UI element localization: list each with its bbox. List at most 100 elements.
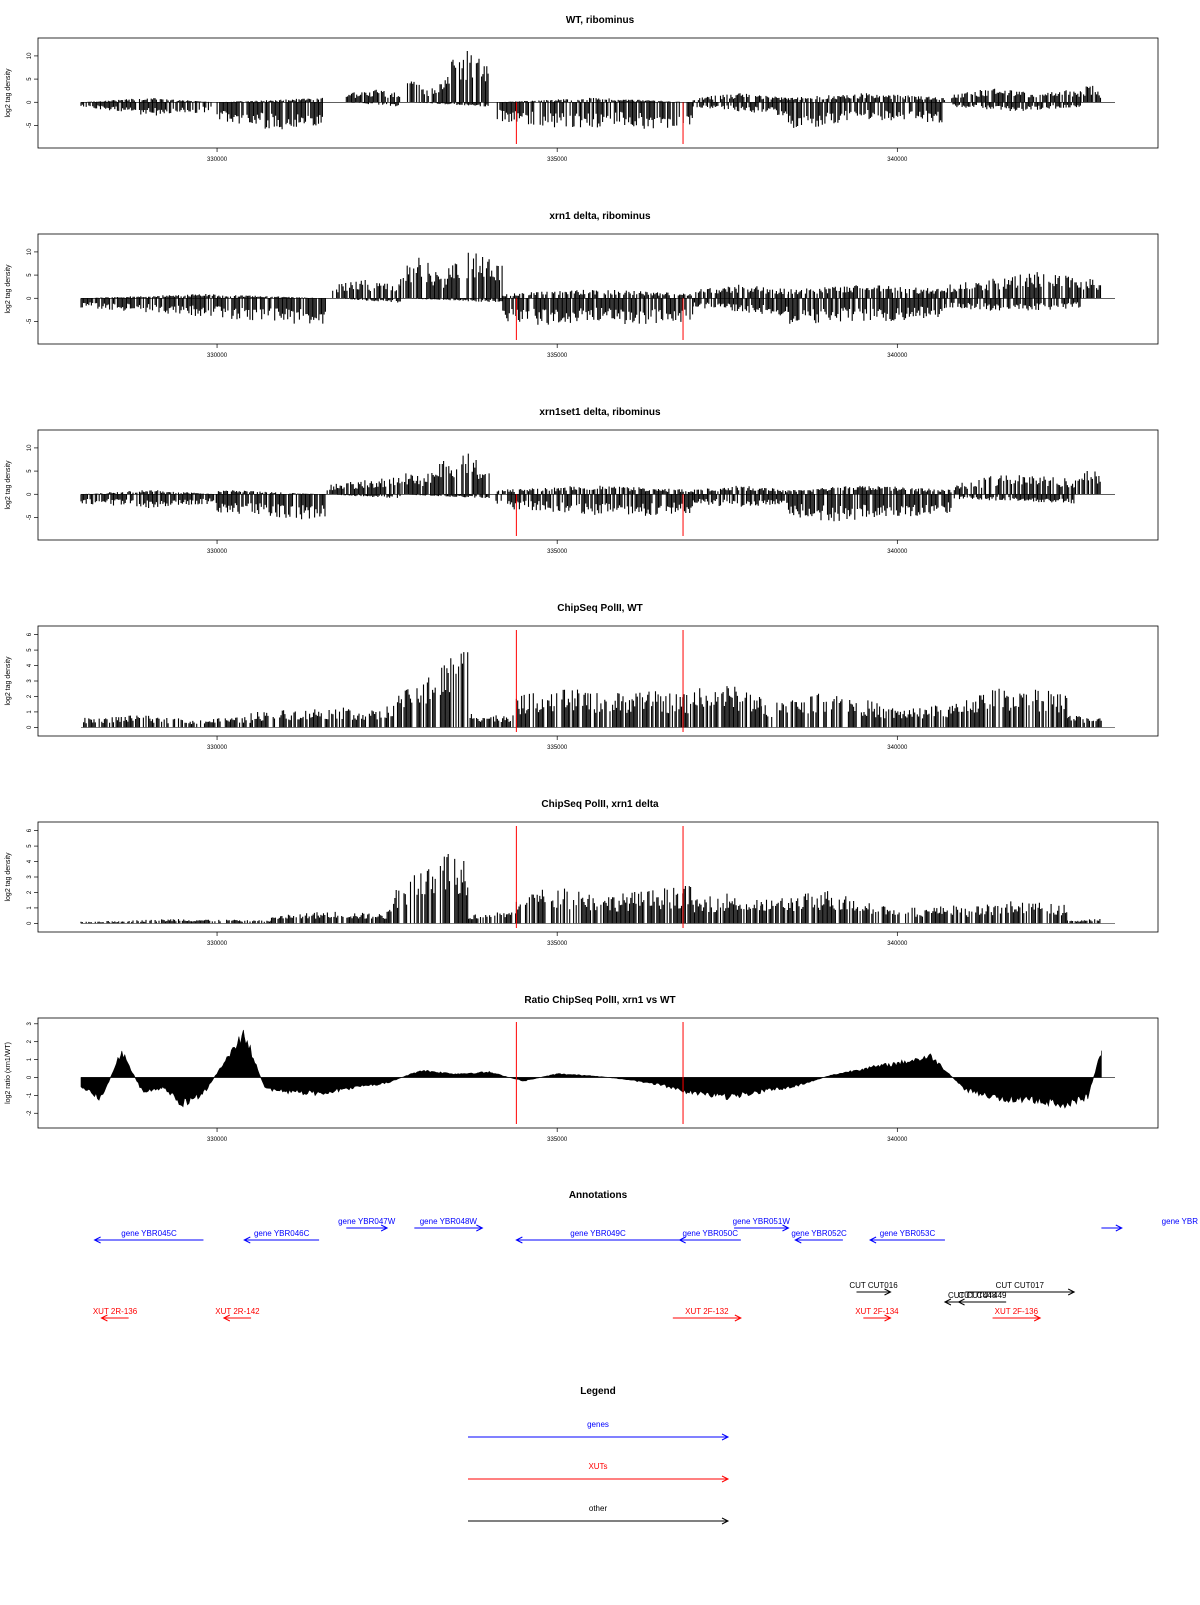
x-tick-label: 335000 [547, 353, 568, 359]
x-tick-label: 340000 [887, 353, 908, 359]
legend-arrow [468, 1433, 730, 1441]
annotation-feature: gene YBR048W [414, 1217, 484, 1232]
feature-arrow [678, 1236, 741, 1244]
feature-label: CUT CUT017 [996, 1281, 1045, 1290]
y-tick-label: 5 [27, 469, 33, 473]
y-tick-label: 2 [27, 694, 33, 698]
x-tick-label: 335000 [547, 1137, 568, 1143]
y-tick-label: 0 [27, 492, 33, 496]
feature-label: CUT CUT448 [948, 1291, 997, 1300]
feature-label: XUT 2F-134 [855, 1307, 899, 1316]
annotation-feature: gene YBR050C [678, 1229, 741, 1244]
annotation-feature: gene YBR046C [243, 1229, 320, 1244]
legend-layer: Legend genes XUTs other [468, 1386, 730, 1525]
feature-label: gene YBR047W [338, 1217, 396, 1226]
panel-1: WT, ribominus -5 0 5 10 log2 tag density 33000… [5, 15, 1159, 163]
feature-arrow [93, 1236, 204, 1244]
feature-label: gene YBR051W [733, 1217, 791, 1226]
y-tick-label: 10 [27, 248, 33, 255]
annotation-feature: XUT 2F-132 [672, 1307, 742, 1322]
annotation-feature: gene YBR045C [93, 1229, 204, 1244]
legend-title: Legend [580, 1386, 616, 1397]
density-bars [80, 453, 1101, 522]
feature-arrow [414, 1224, 484, 1232]
legend-label: XUTs [588, 1462, 607, 1471]
feature-label: gene YBR053C [880, 1229, 936, 1238]
feature-label: gene YBR052C [791, 1229, 847, 1238]
y-tick-label: 3 [27, 875, 33, 879]
y-tick-label: 0 [27, 1075, 33, 1079]
x-tick-label: 340000 [887, 1137, 908, 1143]
panel-title: ChipSeq PolII, WT [557, 603, 643, 614]
feature-arrow [856, 1288, 892, 1296]
y-tick-label: 10 [27, 444, 33, 451]
y-axis-label: log2 tag density [5, 264, 12, 314]
feature-arrow [794, 1236, 843, 1244]
legend-item-xuts: XUTs [468, 1462, 730, 1483]
y-tick-label: -2 [27, 1110, 33, 1116]
x-tick-label: 330000 [207, 1137, 228, 1143]
annotation-feature: XUT 2R-136 [93, 1307, 138, 1322]
y-tick-label: 6 [27, 632, 33, 636]
annotations-layer: Annotations gene YBR045C gene YBR046C gene … [93, 1190, 1199, 1322]
density-bars [80, 51, 1102, 130]
feature-arrow [672, 1314, 742, 1322]
y-tick-label: 5 [27, 77, 33, 81]
x-tick-label: 340000 [887, 941, 908, 947]
y-tick-label: 1 [27, 710, 33, 714]
feature-label: gene YBR [1162, 1217, 1199, 1226]
annotation-feature: gene YBR052C [791, 1229, 847, 1244]
legend-item-genes: genes [468, 1420, 730, 1441]
y-axis-label: log2 tag density [5, 852, 12, 902]
feature-arrow [734, 1224, 790, 1232]
feature-label: XUT 2F-132 [685, 1307, 729, 1316]
y-tick-label: 1 [27, 1057, 33, 1061]
x-tick-label: 340000 [887, 549, 908, 555]
feature-arrow [515, 1236, 680, 1244]
y-tick-label: 6 [27, 828, 33, 832]
y-tick-label: -5 [27, 514, 33, 520]
annotation-feature: XUT 2R-142 [215, 1307, 260, 1322]
legend-label: genes [587, 1420, 609, 1429]
density-bars [80, 854, 1101, 924]
y-tick-label: 0 [27, 725, 33, 729]
y-tick-label: 5 [27, 273, 33, 277]
panel-4: ChipSeq PolII, WT 0 1 2 3 4 5 6 log2 tag density… [5, 603, 1159, 751]
feature-arrow [100, 1314, 129, 1322]
x-tick-label: 330000 [207, 157, 228, 163]
x-tick-label: 335000 [547, 941, 568, 947]
feature-label: CUT CUT016 [849, 1281, 898, 1290]
feature-label: gene YBR045C [121, 1229, 177, 1238]
annotation-feature: CUT CUT017 [965, 1281, 1076, 1296]
y-tick-label: 2 [27, 1039, 33, 1043]
y-tick-label: -1 [27, 1092, 33, 1098]
annotation-feature: XUT 2F-134 [855, 1307, 899, 1322]
x-tick-label: 335000 [547, 549, 568, 555]
panel-title: WT, ribominus [566, 15, 635, 26]
ratio-area [80, 1029, 1102, 1109]
y-tick-label: 4 [27, 663, 33, 667]
annotation-feature: CUT CUT016 [849, 1281, 898, 1296]
y-tick-label: 2 [27, 890, 33, 894]
y-tick-label: 5 [27, 648, 33, 652]
x-tick-label: 330000 [207, 353, 228, 359]
feature-label: gene YBR048W [420, 1217, 478, 1226]
feature-arrow [992, 1314, 1042, 1322]
x-tick-label: 330000 [207, 745, 228, 751]
y-tick-label: 10 [27, 52, 33, 59]
y-tick-label: -5 [27, 122, 33, 128]
annotation-feature: gene YBR049C [515, 1229, 680, 1244]
y-axis-label: log2 tag density [5, 68, 12, 118]
legend-arrow [468, 1475, 730, 1483]
x-tick-label: 340000 [887, 157, 908, 163]
x-tick-label: 330000 [207, 549, 228, 555]
y-tick-label: 3 [27, 1021, 33, 1025]
y-tick-label: -5 [27, 318, 33, 324]
feature-arrow [868, 1236, 945, 1244]
y-axis-label: log2 tag density [5, 460, 12, 510]
x-tick-label: 340000 [887, 745, 908, 751]
y-tick-label: 5 [27, 844, 33, 848]
panel-title: xrn1set1 delta, ribominus [539, 407, 661, 418]
